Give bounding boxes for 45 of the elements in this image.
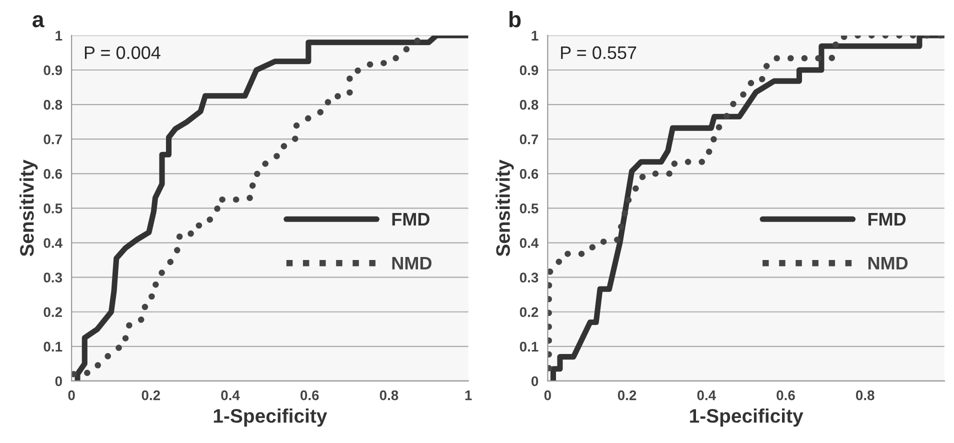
y-tick-label: 0.4	[44, 238, 62, 248]
y-tick-label: 0.3	[44, 272, 62, 283]
y-tick-label: 0.3	[520, 272, 538, 283]
x-tick-label: 0.2	[142, 390, 160, 400]
x-axis-title: 1-Specificity	[214, 408, 328, 427]
y-tick-label: 0.1	[44, 342, 62, 352]
y-tick-label: 0.5	[520, 204, 538, 214]
x-tick-label: 0.8	[856, 390, 874, 400]
x-tick-label: 0.6	[776, 390, 795, 400]
x-tick-label: 0.8	[380, 390, 398, 400]
x-axis-title: 1-Specificity	[690, 408, 804, 427]
text: FMD	[868, 213, 906, 226]
y-tick-label: 0	[55, 376, 62, 386]
y-tick-label: 0.2	[44, 307, 62, 318]
text: NMD	[868, 256, 908, 270]
y-tick-label: 0.7	[520, 134, 538, 144]
x-tick-label: 1	[465, 390, 472, 400]
x-tick-label: 0	[68, 390, 75, 400]
x-tick-label: 0	[544, 390, 551, 400]
chart-title: a	[32, 15, 44, 28]
y-tick-label: 0.4	[520, 238, 539, 248]
y-tick-label: 0.6	[520, 168, 538, 179]
annotation: P = 0.557	[561, 46, 636, 60]
x-tick-label: 0.4	[697, 390, 716, 400]
text: FMD	[392, 213, 430, 226]
y-tick-label: 0.6	[44, 168, 62, 179]
x-tick-label: 0.6	[300, 390, 319, 400]
y-tick-label: 0.5	[44, 204, 62, 214]
y-tick-label: 0.1	[520, 342, 538, 352]
y-tick-label: 0.8	[520, 100, 538, 110]
y-tick-label: 0.9	[520, 65, 538, 76]
x-tick-label: 0.2	[618, 390, 636, 400]
chart-title: b	[509, 11, 521, 28]
y-tick-label: 0	[531, 376, 538, 386]
y-tick-label: 0.9	[44, 65, 62, 76]
y-tick-label: 1	[56, 30, 62, 40]
text: NMD	[392, 256, 432, 270]
y-tick-label: 0.2	[520, 307, 538, 318]
y-tick-label: 0.7	[44, 134, 62, 144]
y-tick-label: 1	[532, 30, 538, 40]
annotation: P = 0.004	[84, 46, 160, 60]
y-axis-title: Sensitivity	[20, 160, 38, 256]
y-tick-label: 0.8	[44, 100, 62, 110]
y-axis-title: Sensitivity	[496, 160, 514, 256]
x-tick-label: 0.4	[221, 390, 240, 400]
